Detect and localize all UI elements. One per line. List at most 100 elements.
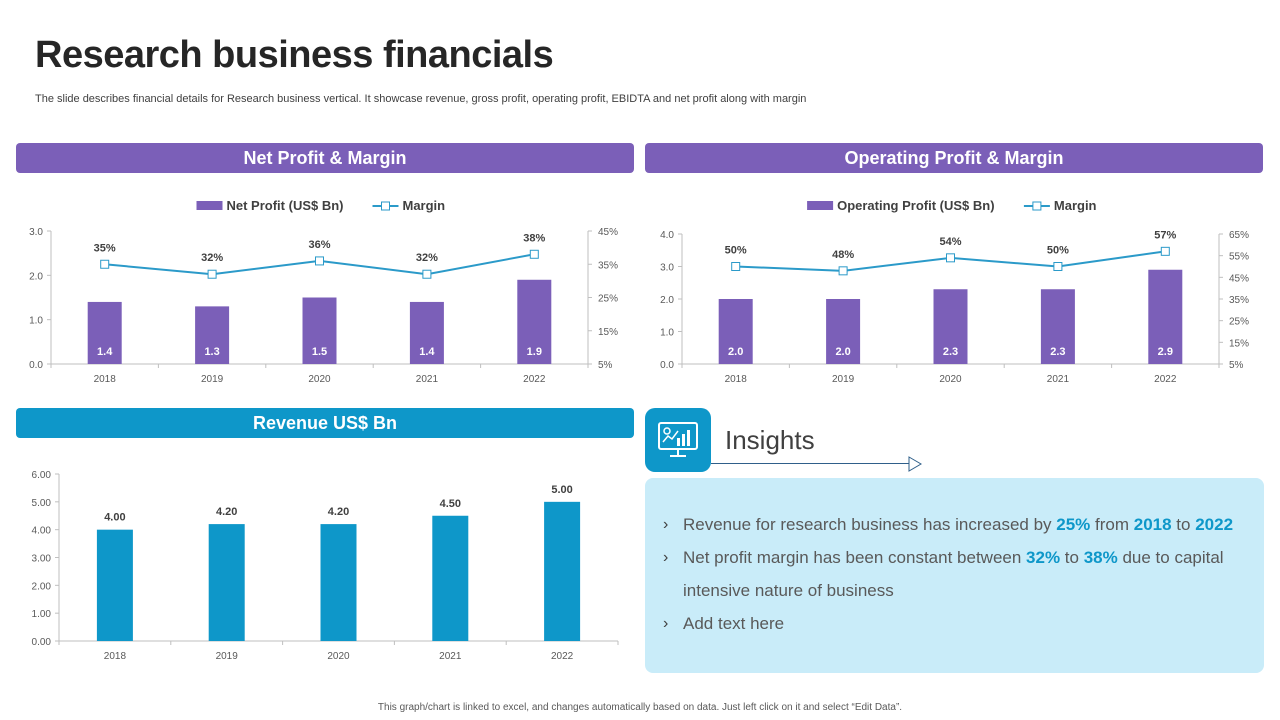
- x-tick-label: 2020: [327, 651, 350, 662]
- bar: [1040, 289, 1075, 364]
- y-tick-label: 4.0: [660, 230, 674, 241]
- x-tick-label: 2021: [1047, 374, 1070, 385]
- legend-label-line: Margin: [403, 198, 446, 213]
- x-tick-label: 2018: [94, 374, 117, 385]
- y-tick-label-right: 15%: [1229, 338, 1249, 349]
- bar: [320, 524, 357, 641]
- margin-point: [731, 262, 741, 271]
- bar-value-label: 5.00: [551, 484, 572, 496]
- bar-value-label: 4.50: [440, 498, 461, 510]
- bar: [195, 306, 230, 364]
- legend-swatch-bar: [196, 201, 223, 210]
- x-tick-label: 2019: [201, 374, 224, 385]
- margin-point: [1053, 262, 1063, 271]
- bar-value-label: 1.4: [97, 346, 113, 358]
- x-tick-label: 2020: [308, 374, 331, 385]
- y-tick-label: 0.00: [32, 637, 52, 648]
- operating-profit-chart[interactable]: 0.0 1.0 2.0 3.0 4.0 5% 15% 25% 35% 45% 55% 65% 2018 2…: [645, 190, 1263, 395]
- bar-value-label: 2.3: [943, 346, 958, 358]
- y-tick-label: 1.0: [29, 316, 43, 327]
- bar-value-label: 2.0: [835, 346, 850, 358]
- y-tick-label: 6.00: [32, 470, 52, 481]
- y-tick-label: 0.0: [29, 360, 43, 371]
- y-tick-label-right: 25%: [598, 294, 618, 305]
- margin-label: 32%: [201, 252, 223, 264]
- bar-value-label: 1.4: [419, 346, 435, 358]
- revenue-chart[interactable]: 0.00 1.00 2.00 3.00 4.00 5.00 6.00 2018 2019 2020…: [16, 460, 634, 670]
- bar-value-label: 1.5: [312, 346, 327, 358]
- y-tick-label-right: 25%: [1229, 317, 1249, 328]
- y-tick-label: 3.0: [660, 263, 674, 274]
- bar-value-label: 2.0: [728, 346, 743, 358]
- margin-label: 35%: [94, 242, 116, 254]
- bar-value-label: 4.00: [104, 512, 125, 524]
- bar-value-label: 2.9: [1158, 346, 1173, 358]
- y-tick-label-right: 5%: [1229, 360, 1244, 371]
- margin-point: [529, 249, 539, 259]
- legend-label-line: Margin: [1054, 198, 1097, 213]
- insights-panel: › Revenue for research business has incr…: [645, 478, 1264, 673]
- legend-label-bar: Operating Profit (US$ Bn): [837, 198, 994, 213]
- margin-label: 48%: [832, 249, 854, 261]
- bar: [826, 299, 861, 364]
- y-tick-label: 2.0: [29, 271, 43, 282]
- page-subtitle: The slide describes financial details fo…: [35, 93, 807, 105]
- margin-point: [1160, 246, 1170, 256]
- y-tick-label: 2.00: [32, 581, 52, 592]
- x-tick-label: 2022: [523, 374, 546, 385]
- y-tick-label: 1.00: [32, 609, 52, 620]
- bar-value-label: 4.20: [328, 506, 349, 518]
- bar: [432, 515, 469, 641]
- footer-note: This graph/chart is linked to excel, and…: [377, 702, 903, 713]
- bar-value-label: 4.20: [216, 506, 237, 518]
- x-tick-label: 2018: [104, 651, 127, 662]
- y-tick-label-right: 35%: [598, 260, 618, 271]
- bar: [302, 297, 337, 364]
- margin-point: [422, 269, 432, 279]
- bar-value-label: 2.3: [1050, 346, 1065, 358]
- bar-value-label: 1.3: [204, 346, 219, 358]
- arrow-right-icon: [908, 456, 922, 472]
- insight-item: › Revenue for research business has incr…: [663, 508, 1244, 541]
- y-tick-label-right: 15%: [598, 327, 618, 338]
- margin-point: [315, 256, 324, 266]
- y-tick-label: 3.0: [29, 227, 43, 238]
- bar: [409, 301, 444, 364]
- insights-divider: [711, 463, 911, 464]
- bar: [544, 501, 581, 641]
- net-profit-chart[interactable]: 0.0 1.0 2.0 3.0 5% 15% 25% 35% 45% 2018 2019 2020 20…: [16, 190, 634, 395]
- insight-item: › Net profit margin has been constant be…: [663, 541, 1244, 607]
- revenue-header: Revenue US$ Bn: [16, 408, 634, 438]
- legend: Operating Profit (US$ Bn) Margin: [807, 198, 1097, 213]
- x-tick-label: 2020: [939, 374, 962, 385]
- margin-point: [838, 266, 848, 276]
- y-tick-label: 0.0: [660, 360, 674, 371]
- chart-monitor-icon: [645, 408, 711, 472]
- y-tick-label-right: 45%: [598, 227, 618, 238]
- legend: Net Profit (US$ Bn) Margin: [196, 198, 446, 213]
- bar: [718, 299, 753, 364]
- legend-swatch-bar: [807, 201, 834, 210]
- x-tick-label: 2019: [832, 374, 855, 385]
- y-tick-label-right: 65%: [1229, 230, 1249, 241]
- y-tick-label: 4.00: [32, 526, 52, 537]
- margin-label: 54%: [939, 236, 961, 248]
- page-title: Research business financials: [35, 34, 554, 76]
- chevron-right-icon: ›: [663, 615, 669, 632]
- x-tick-label: 2022: [1154, 374, 1177, 385]
- margin-label: 57%: [1154, 229, 1176, 241]
- bar: [87, 301, 122, 364]
- insights-title: Insights: [725, 425, 815, 455]
- margin-label: 36%: [308, 239, 330, 251]
- net-profit-header: Net Profit & Margin: [16, 143, 634, 173]
- y-tick-label: 1.0: [660, 328, 674, 339]
- margin-label: 32%: [416, 252, 438, 264]
- x-tick-label: 2019: [216, 651, 239, 662]
- bar: [208, 524, 245, 641]
- margin-point: [946, 253, 955, 263]
- legend-marker: [381, 201, 390, 211]
- bar: [517, 279, 552, 364]
- margin-label: 38%: [523, 232, 545, 244]
- margin-label: 50%: [1047, 245, 1069, 257]
- x-tick-label: 2021: [439, 651, 462, 662]
